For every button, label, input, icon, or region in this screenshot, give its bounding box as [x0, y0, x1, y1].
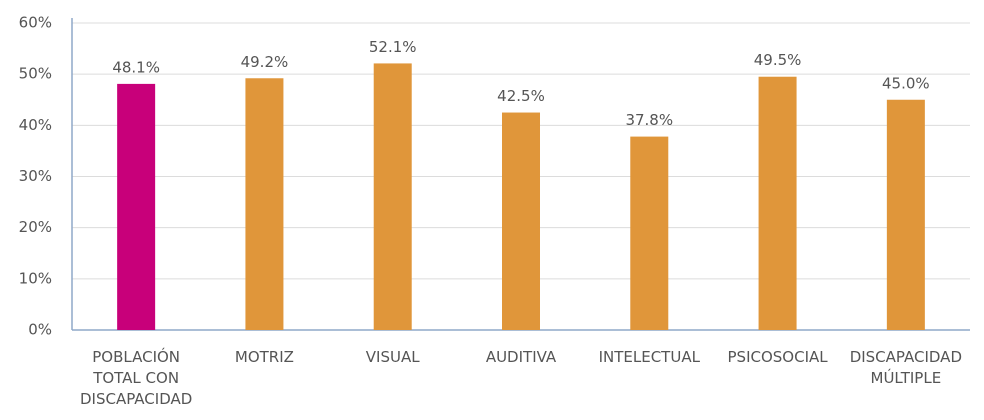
value-label: 37.8% — [625, 111, 673, 129]
x-tick-label: DISCAPACIDAD MÚLTIPLE — [849, 348, 962, 387]
bar — [886, 99, 925, 330]
y-tick-label: 60% — [19, 14, 52, 32]
bar — [373, 63, 412, 331]
y-tick-label: 10% — [19, 269, 52, 287]
value-label: 49.2% — [241, 53, 289, 71]
value-label: 42.5% — [497, 87, 545, 105]
value-label: 49.5% — [754, 51, 802, 69]
x-tick-label: VISUAL — [365, 348, 420, 366]
value-label: 48.1% — [112, 58, 160, 76]
y-tick-label: 0% — [28, 321, 52, 339]
bar — [758, 76, 797, 330]
bar — [630, 136, 669, 330]
x-tick-label: INTELECTUAL — [598, 348, 700, 366]
x-tick-label: PSICOSOCIAL — [727, 348, 828, 366]
y-tick-label: 40% — [19, 116, 52, 134]
x-tick-label: POBLACIÓN TOTAL CON DISCAPACIDAD — [79, 348, 193, 408]
bar — [502, 112, 540, 331]
bar — [117, 83, 156, 330]
value-label: 45.0% — [882, 74, 930, 92]
y-tick-label: 50% — [19, 65, 52, 83]
bar — [245, 78, 284, 330]
y-tick-label: 20% — [19, 218, 52, 236]
value-label: 52.1% — [369, 38, 417, 56]
y-tick-label: 30% — [19, 167, 52, 185]
x-tick-label: AUDITIVA — [485, 348, 557, 366]
x-tick-label: MOTRIZ — [234, 348, 294, 366]
